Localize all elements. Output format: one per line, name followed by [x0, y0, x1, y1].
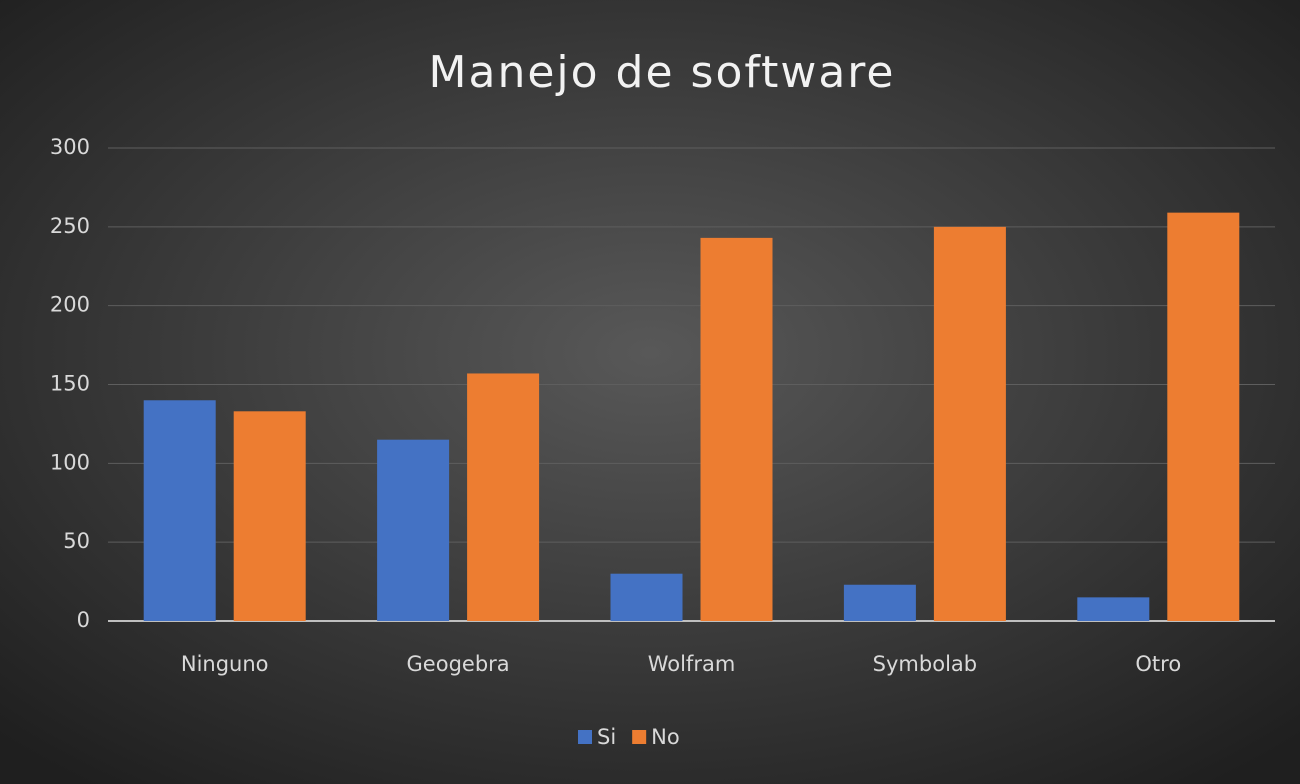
- y-tick-label: 50: [63, 529, 90, 553]
- legend-label: Si: [597, 725, 616, 749]
- bar: [933, 226, 1006, 622]
- bar: [700, 237, 773, 621]
- y-tick-label: 0: [77, 608, 90, 632]
- legend-swatch: [632, 730, 647, 744]
- bar: [843, 584, 916, 621]
- bar: [233, 411, 306, 621]
- y-tick-label: 250: [50, 214, 90, 238]
- x-tick-label: Geogebra: [407, 652, 510, 676]
- bar: [377, 439, 450, 621]
- x-tick-label: Ninguno: [181, 652, 269, 676]
- bar: [467, 373, 540, 621]
- legend-swatch: [578, 730, 592, 744]
- y-tick-label: 150: [50, 372, 90, 396]
- y-tick-label: 200: [50, 293, 90, 317]
- x-tick-label: Symbolab: [873, 652, 977, 676]
- x-tick-label: Otro: [1135, 652, 1181, 676]
- bar: [143, 400, 216, 621]
- bar: [1077, 597, 1150, 621]
- legend-label: No: [651, 725, 680, 749]
- y-tick-label: 300: [50, 135, 90, 159]
- bar: [610, 573, 683, 621]
- y-tick-label: 100: [50, 450, 90, 474]
- x-tick-label: Wolfram: [648, 652, 736, 676]
- bar: [1167, 212, 1240, 622]
- chart-title: Manejo de software: [429, 47, 896, 98]
